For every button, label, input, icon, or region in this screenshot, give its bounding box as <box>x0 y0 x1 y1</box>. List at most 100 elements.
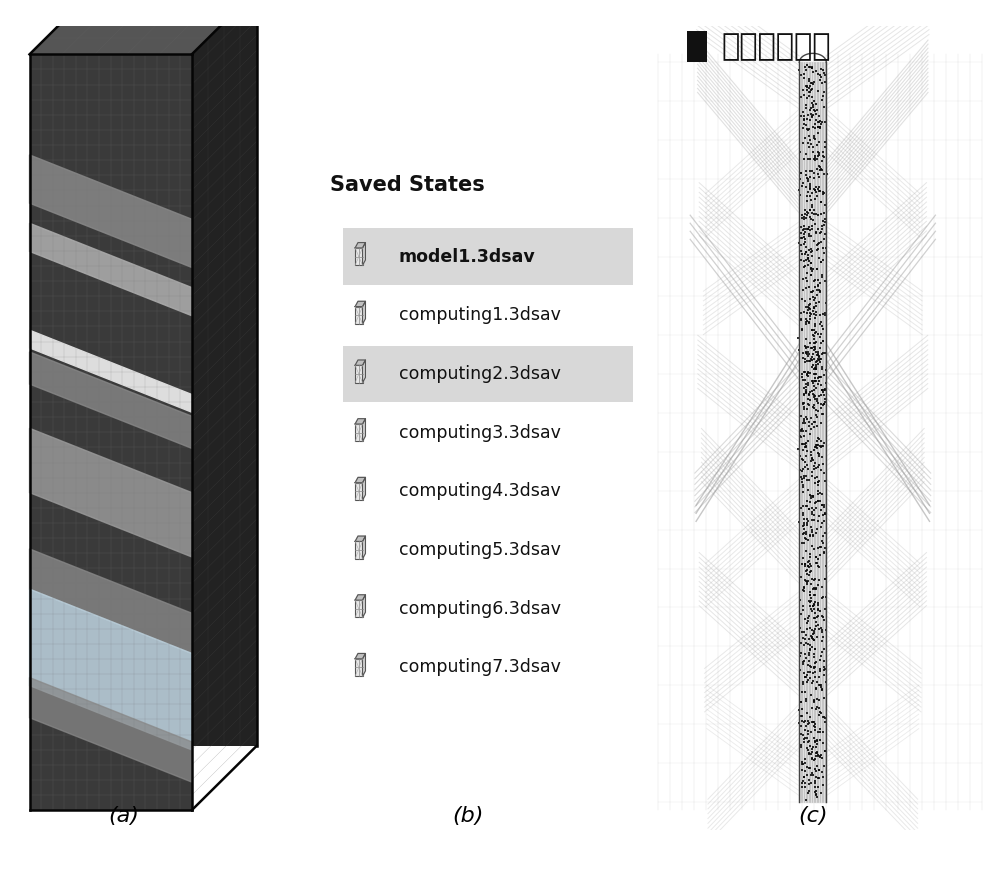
Point <box>808 345 824 359</box>
Point <box>805 65 821 79</box>
Point <box>795 583 811 597</box>
Point <box>807 642 823 656</box>
Point <box>804 417 820 431</box>
Point <box>794 232 810 246</box>
Point <box>810 238 826 252</box>
Point <box>806 75 822 89</box>
Point <box>807 218 823 232</box>
Point <box>799 511 815 525</box>
Point <box>792 662 808 676</box>
Point <box>807 780 823 794</box>
Point <box>796 305 812 319</box>
Point <box>812 352 828 366</box>
Point <box>802 59 818 73</box>
Point <box>813 677 829 691</box>
Point <box>793 165 809 179</box>
Polygon shape <box>363 419 365 441</box>
Point <box>800 376 816 390</box>
Point <box>797 60 813 74</box>
Point <box>793 68 809 82</box>
Point <box>803 776 819 790</box>
Point <box>801 473 817 487</box>
Point <box>803 101 819 115</box>
Point <box>807 317 823 331</box>
Point <box>810 120 826 134</box>
Point <box>817 141 833 155</box>
Point <box>798 312 814 326</box>
Point <box>803 594 819 608</box>
Point <box>803 137 819 151</box>
Point <box>809 746 825 760</box>
Point <box>807 104 823 118</box>
Point <box>804 206 820 220</box>
Point <box>816 205 832 219</box>
Point <box>806 336 822 350</box>
Point <box>816 368 832 382</box>
Point <box>805 386 821 400</box>
Point <box>802 152 818 166</box>
Point <box>800 108 816 121</box>
Point <box>798 117 814 131</box>
Point <box>798 164 814 178</box>
Point <box>804 507 820 521</box>
Point <box>797 632 813 646</box>
Point <box>809 692 825 706</box>
Point <box>814 222 830 236</box>
Point <box>806 647 822 661</box>
Point <box>801 502 817 516</box>
Point <box>814 267 830 281</box>
Point <box>814 384 830 398</box>
Point <box>796 152 812 166</box>
Point <box>797 352 813 366</box>
Point <box>804 60 820 74</box>
Point <box>810 475 826 489</box>
Point <box>797 440 813 454</box>
Point <box>812 120 828 134</box>
Point <box>806 343 822 357</box>
Point <box>802 181 818 195</box>
Point <box>797 207 813 221</box>
Point <box>795 283 811 297</box>
Point <box>803 629 819 643</box>
Point <box>793 647 809 661</box>
Point <box>799 194 815 208</box>
Point <box>802 113 818 127</box>
Point <box>799 621 815 635</box>
Point <box>814 498 830 512</box>
Point <box>816 167 832 181</box>
Point <box>804 572 820 586</box>
Point <box>816 545 832 558</box>
Point <box>797 247 813 261</box>
Point <box>799 517 815 531</box>
Point <box>797 131 813 145</box>
Point <box>806 508 822 522</box>
Point <box>801 773 817 787</box>
Point <box>800 533 816 547</box>
Point <box>804 385 820 399</box>
Point <box>803 242 819 256</box>
Point <box>811 702 827 716</box>
Point <box>797 755 813 769</box>
Point <box>811 447 827 461</box>
Point <box>805 140 821 154</box>
Point <box>806 300 822 314</box>
Point <box>806 329 822 343</box>
Point <box>796 71 812 85</box>
Point <box>799 79 815 93</box>
Point <box>818 623 834 637</box>
Point <box>798 651 814 665</box>
Point <box>813 327 829 341</box>
Point <box>801 315 817 329</box>
Point <box>796 580 812 594</box>
Point <box>798 439 814 453</box>
Point <box>811 180 827 194</box>
Point <box>806 459 822 473</box>
Point <box>798 239 814 253</box>
Point <box>807 735 823 749</box>
Point <box>810 167 826 181</box>
Point <box>807 121 823 135</box>
Point <box>796 471 812 485</box>
Point <box>803 602 819 616</box>
Point <box>804 108 820 122</box>
Point <box>812 114 828 128</box>
